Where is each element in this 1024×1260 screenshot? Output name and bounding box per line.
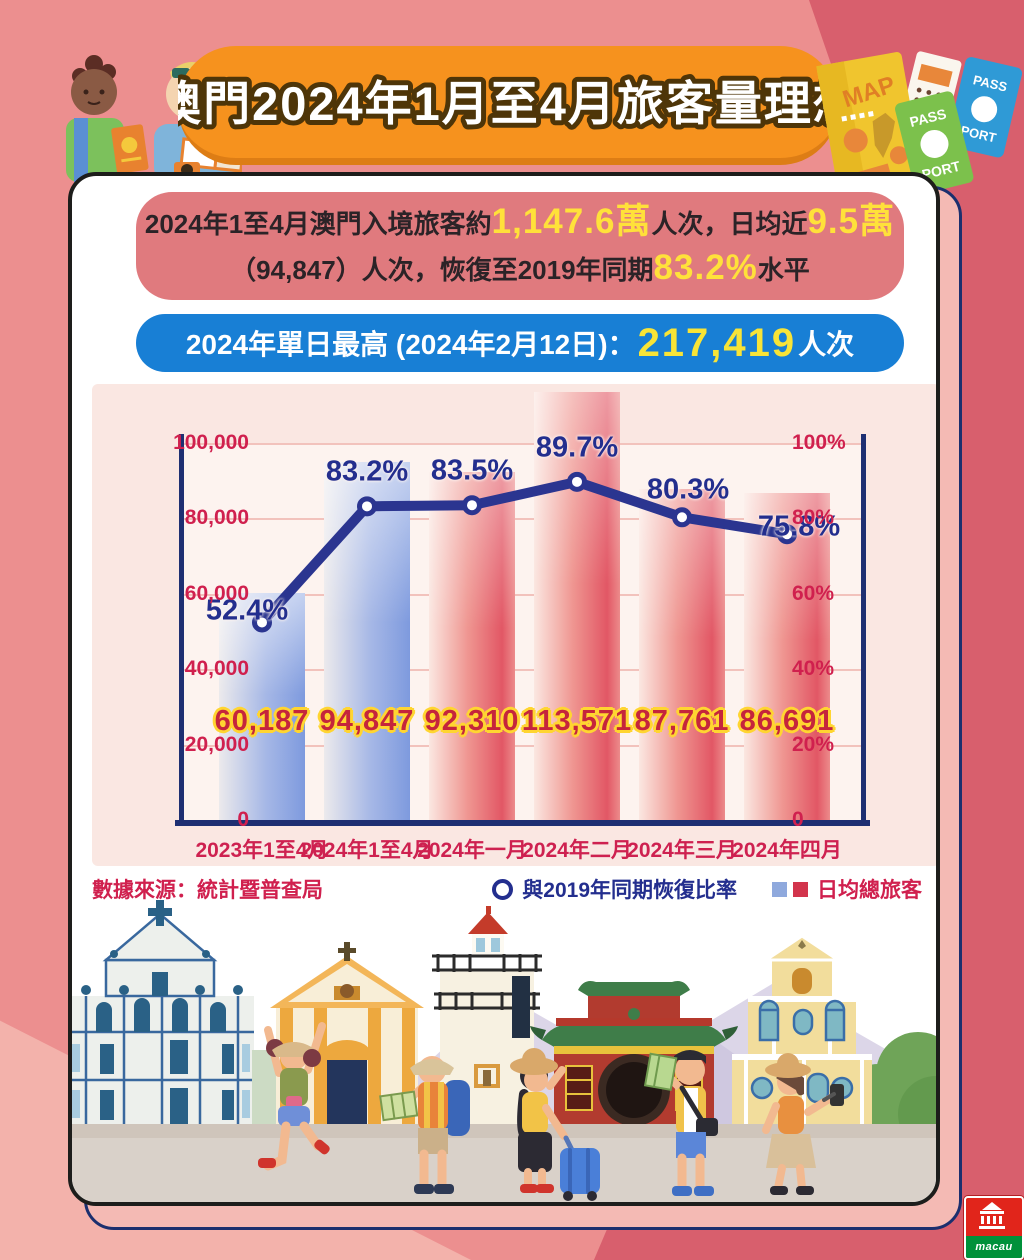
y-axis-right-tick: 60% (792, 582, 835, 605)
ruins-st-paul (72, 900, 254, 1124)
page-title: 澳門2024年1月至4月旅客量理想 (178, 77, 838, 130)
y-axis-left-tick: 60,000 (184, 582, 249, 605)
y-axis-right-tick: 100% (792, 431, 846, 454)
passport-blue-icon: PASS PORT (947, 57, 1023, 158)
x-axis-label: 2023年1至4月 (195, 839, 329, 862)
st-dominics-church (732, 934, 872, 1124)
tourist-map-man (643, 1050, 718, 1196)
map-icon: MAP (816, 52, 922, 187)
gridline (184, 669, 861, 671)
header-banner: 澳門2024年1月至4月旅客量理想 (178, 46, 838, 165)
content-card: 2024年1至4月澳門入境旅客約1,147.6萬人次，日均近9.5萬 （94,8… (68, 172, 940, 1206)
tourist-jumping-girl (258, 1022, 330, 1171)
line-pct-label: 75.8% (757, 510, 841, 543)
y-axis-right-tick: 0 (792, 808, 804, 831)
legend-bar-label: 日均總旅客 (817, 879, 922, 902)
y-axis-right-line (861, 434, 866, 826)
line-marker (567, 471, 587, 492)
macau-logo-facade-icon (979, 1202, 1005, 1229)
a-ma-temple (530, 981, 738, 1126)
tourist-backpacker (379, 1056, 470, 1194)
line-pct-label: 80.3% (646, 473, 730, 506)
tourist-selfie-woman (762, 1053, 844, 1195)
record-pill: 2024年單日最高 (2024年2月12日)： 217,419 人次 (136, 314, 904, 372)
line-marker (777, 524, 797, 545)
y-axis-right-tick: 40% (792, 657, 835, 680)
summary-line-2: （94,847）人次，恢復至2019年同期83.2%水平 (230, 248, 810, 287)
chart-panel: 60,187 94,847 92,310 113,571 87,761 86,691 52… (92, 384, 936, 866)
x-axis-label: 2024年四月 (732, 839, 842, 862)
line-marker (252, 612, 272, 633)
legend-red-square-icon (793, 881, 808, 897)
bar (534, 392, 620, 820)
legend-line-label: 與2019年同期恢復比率 (522, 879, 737, 902)
x-axis-label: 2024年二月 (522, 839, 632, 862)
line-pct-label: 83.2% (325, 455, 409, 488)
y-axis-left-tick: 0 (237, 808, 249, 831)
recovery-line (257, 476, 792, 628)
y-axis-left-tick: 80,000 (184, 506, 249, 529)
chart-plot: 60,187 94,847 92,310 113,571 87,761 86,691 52… (175, 392, 870, 862)
bar (639, 489, 725, 820)
bar (324, 462, 410, 820)
bar (429, 472, 515, 820)
bar-value-label: 113,571 (521, 705, 633, 737)
y-axis-left-tick: 20,000 (184, 733, 249, 756)
gridline (184, 518, 861, 520)
passport-green-icon: PASS PORT (895, 91, 974, 194)
summary-line-1: 2024年1至4月澳門入境旅客約1,147.6萬人次，日均近9.5萬 (144, 202, 896, 241)
line-marker-icon (492, 878, 514, 900)
legend-row: 數據來源：統計暨普查局 與2019年同期恢復比率 日均總旅客 (92, 872, 922, 902)
macau-logo-text: macau (966, 1236, 1022, 1258)
gridline (184, 594, 861, 596)
line-marker (462, 495, 482, 516)
y-axis-right-tick: 80% (792, 506, 835, 529)
x-axis-label: 2024年三月 (627, 839, 737, 862)
line-pct-label: 83.5% (430, 454, 514, 487)
y-axis-left-tick: 40,000 (184, 657, 249, 680)
skyline-illustration (72, 900, 936, 1202)
data-source-label: 數據來源：統計暨普查局 (92, 879, 323, 902)
x-axis-label: 2024年一月 (417, 839, 527, 862)
bar-value-label: 94,847 (319, 705, 415, 737)
gridline (184, 443, 861, 445)
gridline (184, 745, 861, 747)
x-axis-line (175, 820, 870, 826)
bar-value-label: 92,310 (424, 705, 520, 737)
yellow-church (270, 942, 424, 1124)
bar-value-label: 60,187 (214, 705, 310, 737)
page-title-svg: 澳門2024年1月至4月旅客量理想 (178, 72, 838, 135)
bar (744, 493, 830, 820)
x-axis-label: 2024年1至4月 (300, 839, 434, 862)
line-pct-label: 89.7% (535, 431, 619, 464)
y-axis-left-tick: 100,000 (173, 431, 249, 454)
bar-value-label: 87,761 (634, 705, 730, 737)
line-marker (357, 496, 377, 517)
line-marker (672, 507, 692, 528)
y-axis-left-line (179, 434, 184, 826)
bar-value-label: 86,691 (739, 705, 835, 737)
legend-blue-square-icon (772, 881, 787, 897)
travel-items-illustration: MAP PASS PORT PASS PORT (816, 51, 1023, 194)
y-axis-right-tick: 20% (792, 733, 835, 756)
line-pct-label: 52.4% (205, 594, 289, 627)
tourist-suitcase-woman (510, 1048, 600, 1201)
macau-logo: macau (964, 1196, 1024, 1260)
recovery-line-layer (252, 471, 797, 633)
legend-items: 與2019年同期恢復比率 日均總旅客 (492, 874, 922, 904)
summary-box: 2024年1至4月澳門入境旅客約1,147.6萬人次，日均近9.5萬 （94,8… (136, 192, 904, 300)
